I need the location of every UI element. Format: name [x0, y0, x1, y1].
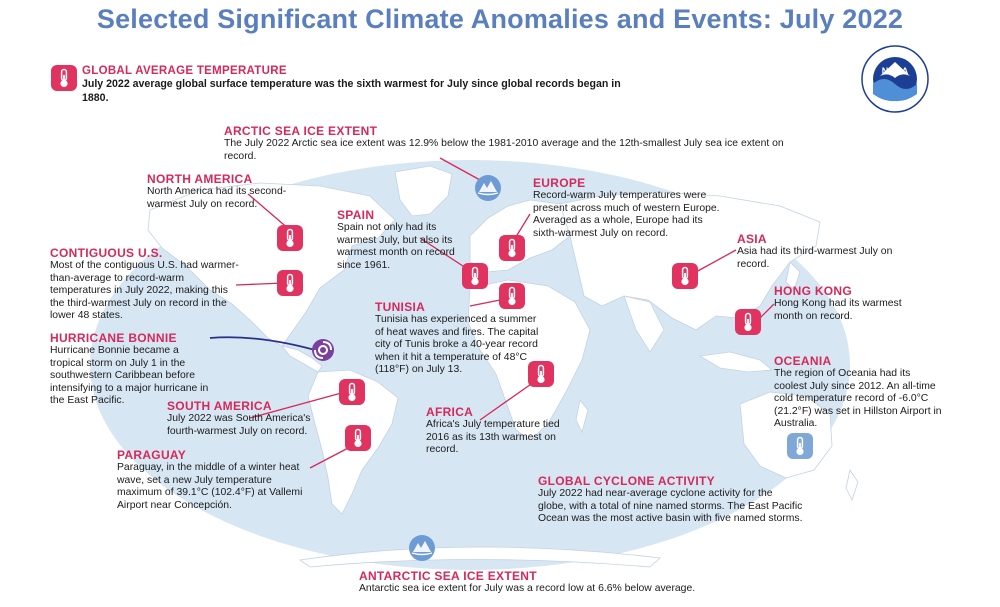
north-america-land — [147, 182, 396, 347]
contiguous-us-thermometer-icon — [276, 269, 304, 297]
hurricane-icon — [312, 339, 334, 361]
oceania-text: The region of Oceania had its coolest Ju… — [774, 368, 942, 430]
hong-kong-text: Hong Kong had its warmest month on recor… — [774, 298, 902, 322]
contiguous-us: CONTIGUOUS U.S. Most of the contiguous U… — [50, 246, 245, 323]
oceania-thermometer-icon — [786, 432, 814, 460]
madagascar-land — [575, 399, 589, 434]
south-america-text: July 2022 was South America's fourth-war… — [167, 413, 311, 437]
page-title: Selected Significant Climate Anomalies a… — [96, 4, 904, 34]
antarctic-sea-ice-icon — [408, 534, 436, 562]
south-america-thermometer-icon — [338, 378, 366, 406]
africa-land — [467, 279, 591, 441]
hong-kong: HONG KONG Hong Kong had its warmest mont… — [774, 284, 914, 323]
japan-land — [785, 261, 801, 291]
global-thermometer-icon — [50, 64, 78, 92]
cyclone-heading: GLOBAL CYCLONE ACTIVITY — [538, 474, 715, 488]
hurricane-bonnie-heading: HURRICANE BONNIE — [50, 331, 177, 345]
hong-kong-thermometer-icon — [734, 308, 762, 336]
africa-text: Africa's July temperature tied 2016 as i… — [426, 419, 560, 456]
asia-text: Asia had its third-warmest July on recor… — [737, 246, 893, 270]
tunisia-heading: TUNISIA — [375, 300, 426, 314]
arctic-heading: ARCTIC SEA ICE EXTENT — [224, 124, 378, 138]
north-america-text: North America had its second-warmest Jul… — [147, 186, 287, 210]
asia: ASIA Asia had its third-warmest July on … — [737, 232, 927, 271]
spain-heading: SPAIN — [337, 208, 375, 222]
contiguous-us-text: Most of the contiguous U.S. had warmer-t… — [50, 260, 239, 322]
paraguay-text: Paraguay, in the middle of a winter heat… — [117, 462, 303, 511]
oceania-heading: OCEANIA — [774, 354, 832, 368]
hurricane-bonnie-text: Hurricane Bonnie became a tropical storm… — [50, 345, 209, 407]
tunisia: TUNISIA Tunisia has experienced a summer… — [375, 300, 540, 377]
arctic-text: The July 2022 Arctic sea ice extent was … — [224, 138, 784, 162]
greenland — [394, 165, 453, 217]
north-america-thermometer-icon — [276, 224, 304, 252]
noaa-logo: NOAA — [861, 45, 929, 113]
europe-thermometer-icon — [498, 234, 526, 262]
global-heading: GLOBAL AVERAGE TEMPERATURE — [82, 65, 287, 77]
noaa-logo-text: NOAA — [882, 66, 909, 76]
europe-text: Record-warm July temperatures were prese… — [533, 190, 720, 239]
contiguous-us-heading: CONTIGUOUS U.S. — [50, 246, 163, 260]
continents — [147, 165, 859, 568]
asia-heading: ASIA — [737, 232, 767, 246]
europe: EUROPE Record-warm July temperatures wer… — [533, 176, 728, 240]
indonesia-land — [698, 351, 774, 373]
south-america: SOUTH AMERICA July 2022 was South Americ… — [167, 399, 332, 438]
north-america-heading: NORTH AMERICA — [147, 172, 253, 186]
global-text: July 2022 average global surface tempera… — [82, 78, 621, 104]
antarctic-text: Antarctic sea ice extent for July was a … — [359, 583, 696, 594]
arctic-sea-ice-extent: ARCTIC SEA ICE EXTENT The July 2022 Arct… — [224, 124, 784, 163]
new-zealand-land — [845, 468, 859, 502]
leader-lines — [235, 157, 807, 469]
arctic-sea-ice-icon — [474, 174, 502, 202]
india-land — [623, 295, 665, 353]
north-america: NORTH AMERICA North America had its seco… — [147, 172, 297, 211]
south-america-heading: SOUTH AMERICA — [167, 399, 272, 413]
spain-text: Spain not only had its warmest July, but… — [337, 222, 455, 271]
asia-thermometer-icon — [671, 262, 699, 290]
paraguay: PARAGUAY Paraguay, in the middle of a wi… — [117, 448, 317, 512]
antarctic-heading: ANTARCTIC SEA ICE EXTENT — [359, 569, 537, 583]
paraguay-thermometer-icon — [344, 424, 372, 452]
oceania: OCEANIA The region of Oceania had its co… — [774, 354, 944, 431]
africa: AFRICA Africa's July temperature tied 20… — [426, 405, 576, 457]
hong-kong-heading: HONG KONG — [774, 284, 853, 298]
africa-heading: AFRICA — [426, 405, 474, 419]
hurricane-bonnie: HURRICANE BONNIE Hurricane Bonnie became… — [50, 331, 215, 408]
europe-heading: EUROPE — [533, 176, 586, 190]
hurricane-track — [209, 336, 323, 353]
antarctic-sea-ice-extent: ANTARCTIC SEA ICE EXTENT Antarctic sea i… — [359, 569, 739, 596]
central-america-land — [280, 345, 323, 373]
global-average-temperature: GLOBAL AVERAGE TEMPERATURE July 2022 ave… — [82, 64, 642, 105]
spain: SPAIN Spain not only had its warmest Jul… — [337, 208, 477, 272]
global-cyclone-activity: GLOBAL CYCLONE ACTIVITY July 2022 had ne… — [538, 474, 803, 526]
cyclone-text: July 2022 had near-average cyclone activ… — [538, 488, 803, 525]
paraguay-heading: PARAGUAY — [117, 448, 187, 462]
tunisia-text: Tunisia has experienced a summer of heat… — [375, 314, 539, 376]
